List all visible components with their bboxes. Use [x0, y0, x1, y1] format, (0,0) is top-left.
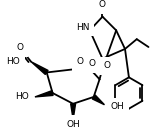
Polygon shape [92, 95, 104, 105]
Text: O: O [88, 59, 95, 68]
Polygon shape [35, 91, 53, 97]
Text: HN: HN [76, 23, 90, 32]
Text: O: O [17, 44, 24, 53]
Polygon shape [71, 104, 76, 119]
Text: HO: HO [6, 57, 20, 66]
Polygon shape [31, 62, 48, 75]
Text: HO: HO [15, 92, 29, 101]
Text: OH: OH [110, 102, 124, 111]
Text: O: O [104, 61, 111, 70]
Text: OH: OH [66, 120, 80, 129]
Text: O: O [99, 0, 106, 9]
Text: O: O [76, 57, 83, 66]
